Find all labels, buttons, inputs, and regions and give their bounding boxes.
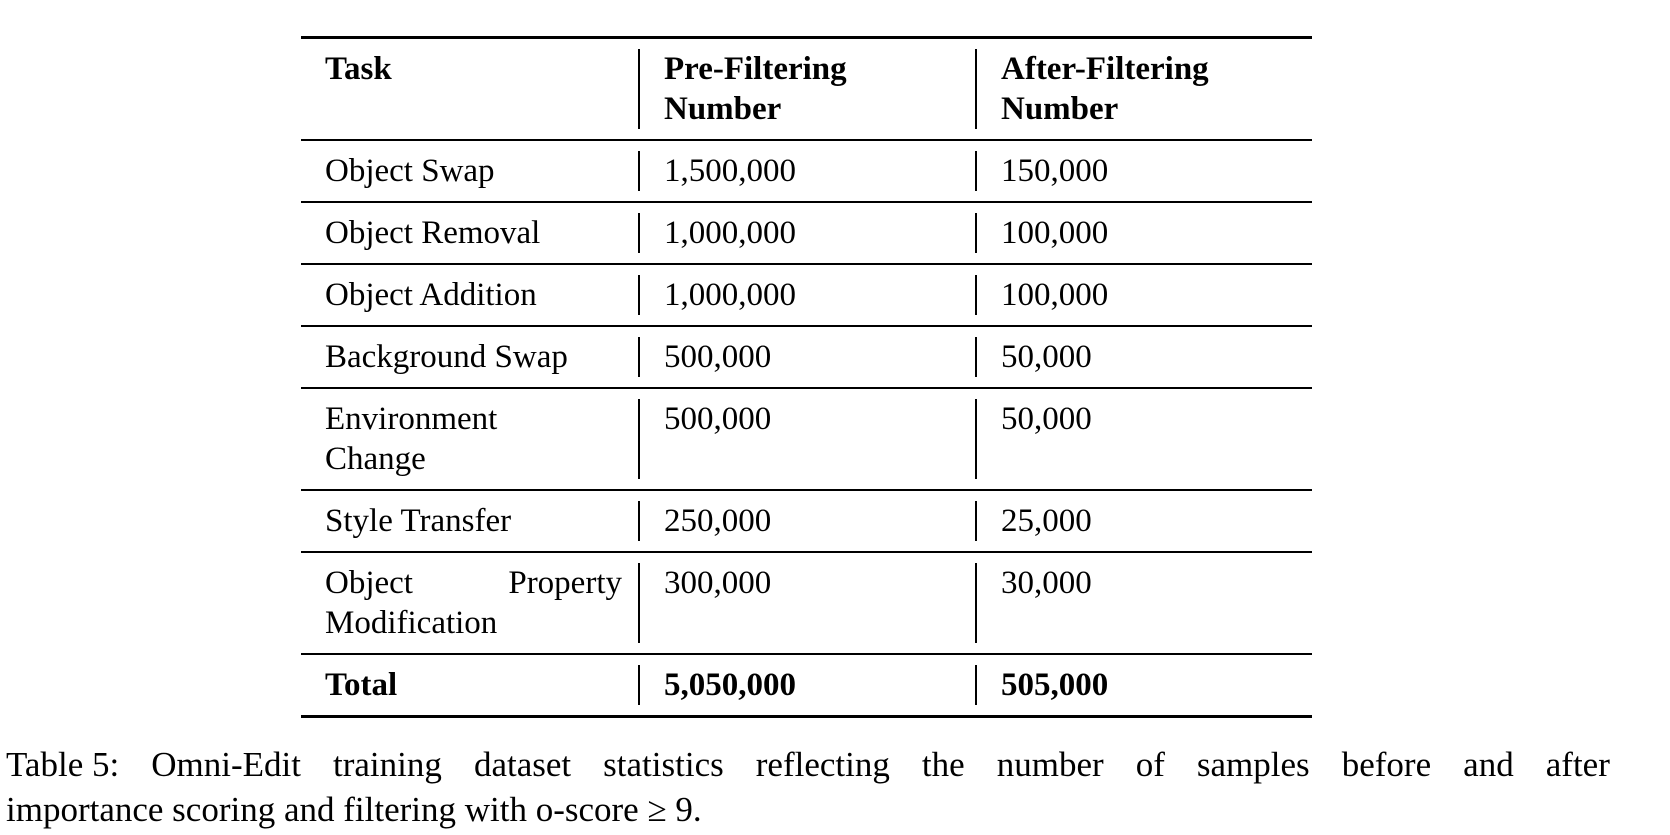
table-header-row: Task Pre-Filtering Number After-Filterin… xyxy=(301,37,1312,141)
table-row: Object Swap 1,500,000 150,000 xyxy=(301,140,1312,202)
header-after-line2: Number xyxy=(1001,91,1119,127)
after-filtering-cell: 30,000 xyxy=(975,563,1312,643)
caption-word: training xyxy=(333,745,442,784)
caption-word: of xyxy=(1135,745,1165,784)
after-filtering-cell: 50,000 xyxy=(975,399,1312,479)
pre-filtering-cell: 250,000 xyxy=(638,501,975,541)
caption-word: Omni-Edit xyxy=(151,745,301,784)
pre-filtering-cell: 300,000 xyxy=(638,563,975,643)
task-cell: Style Transfer xyxy=(325,503,512,539)
caption-word: samples xyxy=(1196,745,1310,784)
task-cell-word2: Property xyxy=(508,565,622,601)
caption-line2: importance scoring and filtering with o-… xyxy=(6,790,702,829)
table-row: Object Property Modification 300,000 30,… xyxy=(301,552,1312,654)
after-filtering-cell: 100,000 xyxy=(975,275,1312,315)
table-row: Object Removal 1,000,000 100,000 xyxy=(301,202,1312,264)
task-cell: Object Swap xyxy=(325,153,495,189)
table-row: Object Addition 1,000,000 100,000 xyxy=(301,264,1312,326)
header-pre-filtering: Pre-Filtering Number xyxy=(638,38,975,141)
after-filtering-cell: 50,000 xyxy=(975,337,1312,377)
task-cell: Object Removal xyxy=(325,215,541,251)
caption-word: reflecting xyxy=(755,745,890,784)
total-row: Total 5,050,000 505,000 xyxy=(301,654,1312,717)
task-cell-line2: Modification xyxy=(325,605,498,641)
caption-word: dataset xyxy=(473,745,572,784)
task-cell-line2: Change xyxy=(325,441,426,477)
caption-word: before xyxy=(1341,745,1432,784)
after-filtering-cell: 100,000 xyxy=(975,213,1312,253)
caption-word: the xyxy=(921,745,965,784)
task-cell: Object Property Modification xyxy=(301,553,638,651)
caption-line1: Table 5: Omni-Edit training dataset statisti… xyxy=(6,742,1610,787)
header-task-label: Task xyxy=(325,51,392,87)
header-pre-line2: Number xyxy=(664,91,782,127)
total-pre-filtering: 5,050,000 xyxy=(638,665,975,705)
caption-word: Table 5: xyxy=(6,745,120,784)
pre-filtering-cell: 1,000,000 xyxy=(638,275,975,315)
header-after-filtering: After-Filtering Number xyxy=(975,38,1312,141)
table-row: Background Swap 500,000 50,000 xyxy=(301,326,1312,388)
total-after-filtering: 505,000 xyxy=(975,665,1312,705)
table-row: Environment Change 500,000 50,000 xyxy=(301,388,1312,490)
table-caption: Table 5: Omni-Edit training dataset statisti… xyxy=(6,742,1610,832)
task-cell-line1: Environment xyxy=(325,401,498,437)
pre-filtering-cell: 1,000,000 xyxy=(638,213,975,253)
caption-word: number xyxy=(996,745,1104,784)
task-cell-word1: Object xyxy=(325,565,413,601)
caption-word: and xyxy=(1463,745,1514,784)
dataset-statistics-table: Task Pre-Filtering Number After-Filterin… xyxy=(301,36,1312,718)
task-cell: Environment Change xyxy=(301,389,638,487)
caption-word: after xyxy=(1545,745,1610,784)
total-label: Total xyxy=(325,667,398,703)
pre-filtering-cell: 500,000 xyxy=(638,399,975,479)
header-task: Task xyxy=(301,38,638,141)
task-cell-line1: Object Property xyxy=(325,563,622,603)
header-after-line1: After-Filtering xyxy=(1001,51,1209,87)
stats-table-container: Task Pre-Filtering Number After-Filterin… xyxy=(301,36,1312,718)
caption-word: statistics xyxy=(603,745,724,784)
table-row: Style Transfer 250,000 25,000 xyxy=(301,490,1312,552)
pre-filtering-cell: 500,000 xyxy=(638,337,975,377)
after-filtering-cell: 25,000 xyxy=(975,501,1312,541)
header-pre-line1: Pre-Filtering xyxy=(664,51,847,87)
after-filtering-cell: 150,000 xyxy=(975,151,1312,191)
task-cell: Object Addition xyxy=(325,277,537,313)
pre-filtering-cell: 1,500,000 xyxy=(638,151,975,191)
task-cell: Background Swap xyxy=(325,339,568,375)
